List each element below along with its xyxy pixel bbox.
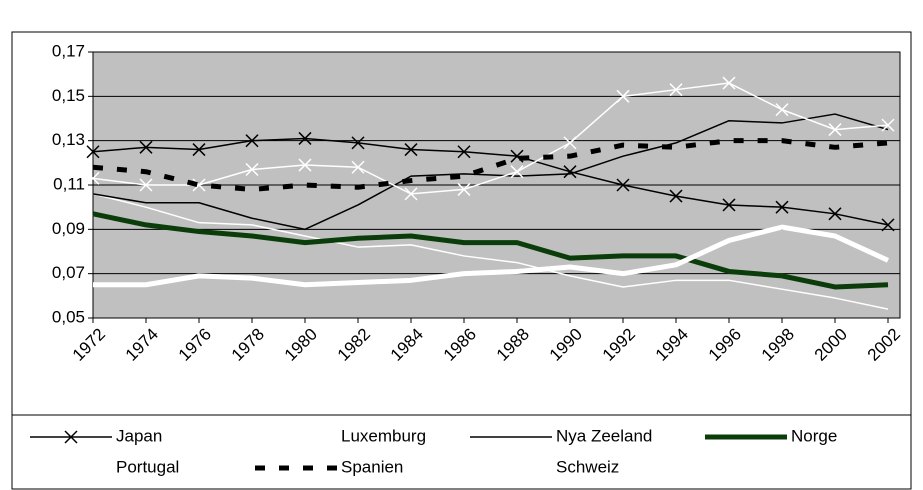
marker <box>457 145 471 159</box>
marker <box>298 158 312 172</box>
marker <box>881 118 895 132</box>
legend-label: Luxemburg <box>341 426 426 445</box>
legend-label: Schweiz <box>556 457 619 476</box>
y-tick-label: 0,13 <box>52 130 85 149</box>
marker <box>510 165 524 179</box>
marker <box>245 162 259 177</box>
series-line <box>92 211 889 290</box>
marker <box>881 218 895 232</box>
marker <box>404 143 418 157</box>
y-tick-label: 0,15 <box>52 86 85 105</box>
series-line <box>92 137 889 226</box>
marker <box>563 165 577 179</box>
legend-box <box>11 414 912 490</box>
series-line <box>92 113 889 231</box>
series-line <box>92 193 889 310</box>
series-line <box>92 82 889 195</box>
legend-label: Norge <box>791 426 837 445</box>
marker <box>669 83 683 97</box>
legend-label: Nya Zeeland <box>556 426 652 445</box>
marker <box>139 140 153 154</box>
marker <box>351 136 365 150</box>
legend-marker <box>64 461 78 475</box>
y-tick-label: 0,07 <box>52 263 85 282</box>
y-tick-label: 0,05 <box>52 307 85 326</box>
legend-label: Japan <box>116 426 162 445</box>
y-tick-label: 0,11 <box>53 174 85 193</box>
marker <box>828 123 842 137</box>
marker <box>351 160 365 174</box>
marker <box>86 171 100 185</box>
marker <box>298 131 312 145</box>
legend-label: Portugal <box>116 457 179 476</box>
legend-label: Spanien <box>341 457 403 476</box>
marker <box>722 76 736 90</box>
marker <box>192 178 206 192</box>
marker <box>775 103 789 117</box>
marker <box>245 134 259 148</box>
marker <box>722 198 736 212</box>
marker <box>563 136 577 150</box>
series-line <box>93 224 890 288</box>
marker <box>86 145 100 159</box>
legend-marker <box>64 430 78 444</box>
y-tick-label: 0,09 <box>52 219 85 238</box>
marker <box>669 189 683 203</box>
y-tick-label: 0,17 <box>52 41 85 60</box>
marker <box>616 178 630 192</box>
marker <box>457 182 471 196</box>
marker <box>828 207 842 221</box>
marker <box>192 143 206 157</box>
marker <box>616 89 630 103</box>
marker <box>775 200 789 214</box>
marker <box>404 187 418 201</box>
marker <box>139 178 153 192</box>
